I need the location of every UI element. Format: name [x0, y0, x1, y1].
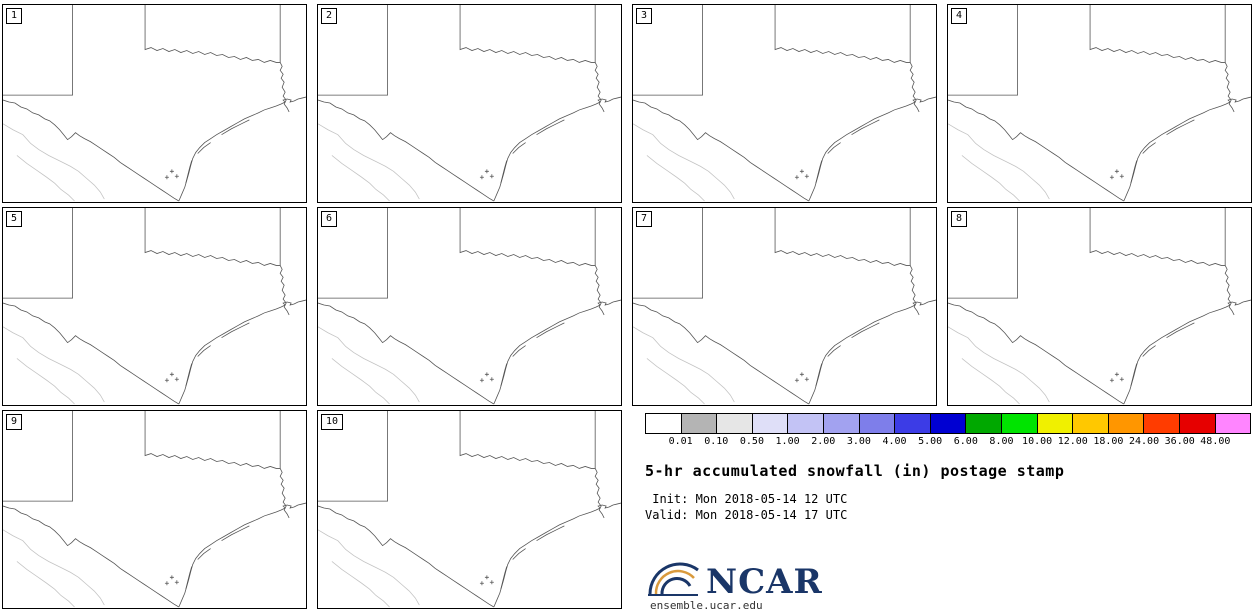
colorbar-segment [930, 414, 967, 433]
map-panel: 6 [317, 207, 622, 406]
panel-number: 8 [951, 211, 968, 227]
panel-number: 7 [636, 211, 653, 227]
colorbar-segment [823, 414, 860, 433]
texas-map [3, 411, 306, 608]
colorbar-tick-label: 4.00 [882, 436, 907, 447]
texas-map [633, 5, 936, 202]
colorbar-segment [1144, 414, 1180, 433]
colorbar-tick-label: 24.00 [1128, 436, 1160, 447]
site-url: ensemble.ucar.edu [650, 599, 763, 612]
colorbar [645, 413, 1251, 434]
ncar-logo-text: NCAR [706, 561, 823, 602]
colorbar-tick-label: 8.00 [989, 436, 1014, 447]
panel-number: 2 [321, 8, 338, 24]
map-panel: 8 [947, 207, 1252, 406]
panel-number: 5 [6, 211, 23, 227]
colorbar-segment [717, 414, 753, 433]
map-panel: 10 [317, 410, 622, 609]
colorbar-tick-label: 10.00 [1022, 436, 1053, 447]
texas-map [948, 5, 1251, 202]
init-time: Init: Mon 2018-05-14 12 UTC [645, 492, 848, 506]
panel-number: 4 [951, 8, 968, 24]
colorbar-segment [1073, 414, 1109, 433]
colorbar-tick-label: 6.00 [953, 436, 978, 447]
colorbar-segment [646, 414, 682, 433]
colorbar-segment [966, 414, 1002, 433]
colorbar-tick-label: 2.00 [811, 436, 836, 447]
colorbar-segment [1108, 414, 1145, 433]
colorbar-tick-label: 36.00 [1164, 436, 1195, 447]
map-panel: 5 [2, 207, 307, 406]
map-panel: 4 [947, 4, 1252, 203]
map-panel: 3 [632, 4, 937, 203]
texas-map [318, 411, 621, 608]
panel-number: 3 [636, 8, 653, 24]
colorbar-segment [895, 414, 931, 433]
timing-block: Init: Mon 2018-05-14 12 UTC Valid: Mon 2… [645, 492, 1251, 523]
map-panel: 1 [2, 4, 307, 203]
colorbar-tick-label: 1.00 [775, 436, 800, 447]
figure-title: 5-hr accumulated snowfall (in) postage s… [645, 462, 1065, 480]
valid-time: Valid: Mon 2018-05-14 17 UTC [645, 507, 848, 522]
texas-map [318, 5, 621, 202]
ncar-logo-icon [648, 562, 699, 597]
colorbar-segment [752, 414, 789, 433]
colorbar-tick-label: 18.00 [1093, 436, 1124, 447]
map-panel: 2 [317, 4, 622, 203]
colorbar-segment [1037, 414, 1074, 433]
colorbar-tick-label: 0.10 [704, 436, 729, 447]
colorbar-segment [788, 414, 824, 433]
colorbar-tick-label: 5.00 [918, 436, 943, 447]
colorbar-segment [1179, 414, 1216, 433]
colorbar-tick-label: 0.50 [739, 436, 764, 447]
colorbar-tick-label: 0.01 [668, 436, 693, 447]
texas-map [948, 208, 1251, 405]
colorbar-tick-label: 3.00 [846, 436, 871, 447]
map-panel: 7 [632, 207, 937, 406]
colorbar-labels: 0.01 0.10 0.50 1.00 2.00 3.00 4.00 5.00 6.00 8.00… [645, 436, 1251, 449]
colorbar-segment [681, 414, 718, 433]
legend: 0.01 0.10 0.50 1.00 2.00 3.00 4.00 5.00 6.00 8.00… [645, 413, 1251, 612]
colorbar-tick-label: 48.00 [1200, 436, 1231, 447]
texas-map [318, 208, 621, 405]
map-panel: 9 [2, 410, 307, 609]
panel-number: 1 [6, 8, 23, 24]
panel-number: 9 [6, 414, 23, 430]
colorbar-tick-label: 12.00 [1057, 436, 1088, 447]
panel-number: 10 [321, 414, 344, 430]
colorbar-segment [859, 414, 896, 433]
branding: NCAR [645, 549, 1251, 602]
panel-number: 6 [321, 211, 338, 227]
texas-map [3, 208, 306, 405]
texas-map [633, 208, 936, 405]
colorbar-segment [1215, 414, 1251, 433]
colorbar-segment [1001, 414, 1038, 433]
texas-map [3, 5, 306, 202]
